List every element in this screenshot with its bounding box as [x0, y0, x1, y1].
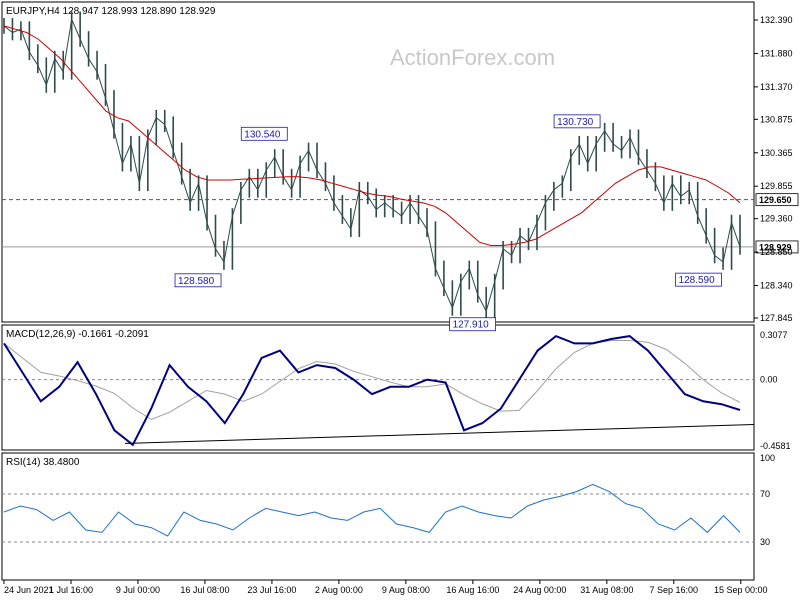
annotation-3: 130.730 [553, 114, 601, 129]
date-tick-label: 31 Aug 08:00 [580, 585, 633, 595]
date-tick-label: 24 Aug 00:00 [513, 585, 566, 595]
annotation-box [675, 272, 722, 287]
price-tick-label: 128.850 [760, 247, 793, 257]
hline-label-1: 128.929 [759, 242, 792, 252]
price-panel-frame [1, 1, 755, 323]
price-tick-label: 129.360 [760, 214, 793, 224]
macd-line [3, 334, 741, 447]
annotation-label: 130.730 [557, 117, 594, 128]
annotation-label: 128.590 [679, 275, 716, 286]
annotation-0: 130.540 [240, 126, 288, 141]
macd-trendline [124, 424, 755, 444]
price-tick-label: 128.340 [760, 281, 793, 291]
axis-layer: 129.650 128.929 132.390 131.880 131.370 130.8… [3, 15, 799, 595]
macd-layer [2, 334, 755, 447]
rsi-line [3, 483, 741, 537]
price-tick-label: 130.365 [760, 148, 793, 158]
rsi-tick-label: 70 [760, 489, 770, 499]
date-tick-label: 7 Sep 16:00 [650, 585, 699, 595]
date-tick-label: 1 Jul 16:00 [49, 585, 93, 595]
date-tick-label: 24 Jun 2021 [4, 585, 54, 595]
rsi-layer [2, 483, 754, 543]
hline-label-box-0 [755, 193, 799, 207]
hline-label-box-1 [755, 240, 799, 254]
price-title: EURJPY,H4 128.947 128.993 128.890 128.92… [6, 6, 216, 17]
annotation-label: 130.540 [244, 129, 281, 140]
date-tick-label: 16 Aug 16:00 [446, 585, 499, 595]
date-tick-label: 15 Sep 00:00 [714, 585, 768, 595]
rsi-title: RSI(14) 38.4800 [6, 457, 80, 468]
price-tick-label: 129.855 [760, 181, 793, 191]
date-tick-label: 16 Jul 08:00 [180, 585, 229, 595]
macd-signal-line [3, 340, 741, 421]
price-tick-label: 127.845 [760, 313, 793, 323]
price-tick-label: 131.370 [760, 82, 793, 92]
annotation-box [174, 273, 222, 288]
annotation-label: 127.910 [453, 320, 490, 331]
annotation-1: 128.580 [174, 273, 222, 288]
ma-line [3, 25, 741, 246]
date-tick-label: 9 Aug 08:00 [382, 585, 430, 595]
macd-tick-label: 0.00 [760, 375, 778, 385]
macd-title: MACD(12,26,9) -0.1661 -0.2091 [6, 329, 149, 340]
watermark: ActionForex.com [390, 45, 555, 70]
date-tick-label: 23 Jul 16:00 [247, 585, 296, 595]
date-tick-label: 2 Aug 00:00 [315, 585, 363, 595]
rsi-tick-label: 100 [760, 453, 775, 463]
annotation-label: 128.580 [178, 276, 215, 287]
rsi-tick-label: 30 [760, 537, 770, 547]
macd-tick-label: 0.3077 [760, 330, 788, 340]
annotation-box [240, 126, 288, 141]
annotation-2: 127.910 [449, 317, 496, 332]
annotation-box [449, 317, 496, 332]
price-tick-label: 132.390 [760, 15, 793, 25]
macd-panel-frame [1, 324, 755, 451]
annotation-box [553, 114, 601, 129]
price-tick-label: 130.875 [760, 114, 793, 124]
rsi-panel-frame [1, 452, 755, 581]
date-tick-label: 9 Jul 00:00 [116, 585, 160, 595]
price-line [3, 17, 741, 313]
price-tick-label: 131.880 [760, 48, 793, 58]
hline-label-0: 129.650 [759, 195, 792, 205]
price-layer: 130.540 128.580 127.910 130.730 128.590 [2, 11, 754, 332]
annotation-4: 128.590 [675, 272, 722, 287]
macd-tick-label: -0.4581 [760, 441, 791, 451]
